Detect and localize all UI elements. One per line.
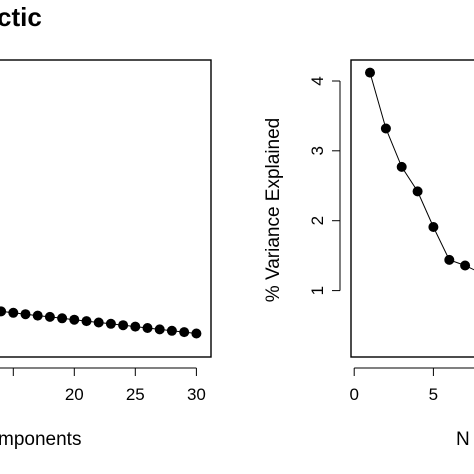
x-axis-label-right: N bbox=[456, 429, 470, 450]
y-tick-label: 3 bbox=[308, 146, 327, 155]
data-point bbox=[460, 260, 471, 271]
x-tick-label: 5 bbox=[429, 385, 438, 404]
chart-left: ctic 20 25 30 mponents bbox=[0, 2, 212, 450]
data-point bbox=[69, 314, 80, 325]
data-point bbox=[8, 307, 19, 318]
y-tick-label: 4 bbox=[308, 76, 327, 85]
data-point bbox=[179, 327, 190, 338]
data-point bbox=[32, 310, 43, 321]
x-tick-label: 30 bbox=[187, 385, 206, 404]
y-tick-label: 2 bbox=[308, 216, 327, 225]
left-line-series bbox=[0, 306, 202, 339]
series-line bbox=[369, 72, 474, 271]
data-point bbox=[191, 328, 202, 339]
data-point bbox=[142, 323, 153, 333]
y-axis-label-right: % Variance Explained bbox=[263, 118, 284, 302]
left-x-axis: 20 25 30 bbox=[0, 367, 206, 404]
x-tick-label: 20 bbox=[65, 385, 84, 404]
x-tick-label: 0 bbox=[349, 385, 358, 404]
data-point bbox=[105, 318, 116, 329]
data-point bbox=[20, 309, 31, 320]
right-line-series bbox=[365, 67, 474, 271]
data-point bbox=[57, 313, 68, 324]
data-point bbox=[0, 306, 7, 317]
data-point bbox=[130, 321, 141, 332]
data-point bbox=[81, 316, 92, 327]
data-point bbox=[412, 186, 423, 197]
data-point bbox=[44, 311, 55, 322]
data-point bbox=[365, 67, 375, 78]
x-tick-label: 25 bbox=[126, 385, 145, 404]
data-point bbox=[380, 123, 391, 134]
right-y-axis: 1 2 3 4 bbox=[308, 76, 341, 295]
y-tick-label: 1 bbox=[308, 286, 327, 295]
chart-title: ctic bbox=[0, 2, 42, 32]
data-point bbox=[166, 325, 177, 336]
data-point bbox=[154, 324, 165, 335]
data-point bbox=[118, 320, 129, 331]
plot-frame-left bbox=[0, 59, 212, 358]
data-point bbox=[93, 317, 104, 328]
data-point bbox=[428, 222, 439, 232]
plot-frame-right bbox=[350, 59, 474, 358]
data-point bbox=[444, 254, 455, 265]
data-point bbox=[396, 161, 407, 172]
x-axis-label-left: mponents bbox=[0, 429, 81, 450]
